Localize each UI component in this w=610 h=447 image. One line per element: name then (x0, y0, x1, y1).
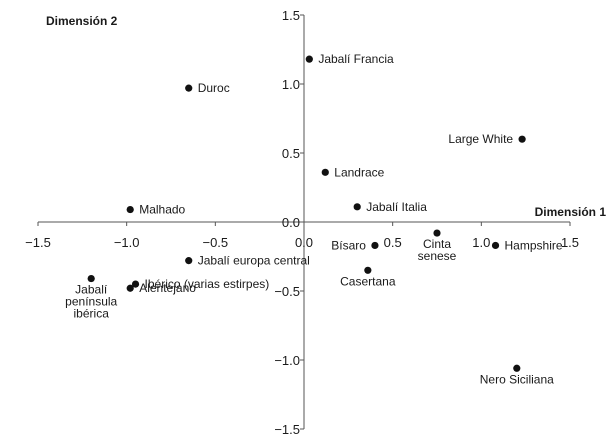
point-label-line: Hampshire (505, 238, 563, 252)
point-label-line: Ibérico (varias estirpes) (145, 277, 270, 291)
data-point (126, 205, 134, 214)
x-tick-label: 0.5 (384, 235, 402, 250)
y-tick-label: −1.5 (274, 422, 300, 437)
point-label-line: Large White (448, 132, 513, 146)
point-label: Duroc (198, 81, 230, 95)
point-label: Large White (448, 132, 513, 146)
point-label-line: ibérica (74, 307, 110, 321)
x-tick-label: 1.0 (472, 235, 490, 250)
x-axis-title: Dimensión 1 (535, 205, 607, 219)
point-label: Ibérico (varias estirpes) (145, 277, 270, 291)
point-label: Jabalí Francia (318, 52, 394, 66)
point-label-line: Malhado (139, 203, 185, 217)
point-label: Landrace (334, 165, 384, 179)
point-label-line: Jabalí Francia (318, 52, 394, 66)
x-tick-label: −1.0 (114, 235, 140, 250)
point-label-line: Jabalí Italia (366, 200, 427, 214)
data-point (353, 203, 361, 211)
y-tick-label: 0.0 (282, 215, 300, 230)
point-label: Jabalí Italia (366, 200, 427, 214)
point-label-line: Alentejano (139, 281, 196, 295)
x-tick-label: −0.5 (202, 235, 228, 250)
data-points (87, 55, 526, 372)
point-label-line: Bísaro (331, 238, 366, 252)
point-label: Cinta senese (418, 237, 457, 263)
y-tick-label: 1.0 (282, 77, 300, 92)
x-tick-label: −1.5 (25, 235, 51, 250)
axes (37, 14, 571, 430)
y-tick-label: −1.0 (274, 353, 300, 368)
point-label-line: Duroc (198, 81, 230, 95)
data-point (513, 364, 521, 372)
y-tick-label: 1.5 (282, 8, 300, 23)
point-label-line: Nero Siciliana (480, 372, 554, 386)
y-tick-label: 0.5 (282, 146, 300, 161)
point-label: Bísaro (331, 238, 366, 252)
data-point (491, 241, 500, 250)
data-point (518, 135, 526, 143)
y-axis-title: Dimensión 2 (46, 14, 118, 28)
data-point (433, 229, 441, 237)
point-label-line: Casertana (340, 274, 396, 288)
point-label-line: Cinta (423, 237, 451, 251)
data-point (321, 168, 329, 176)
data-point (131, 280, 140, 288)
data-point (364, 266, 372, 274)
data-point (87, 274, 95, 283)
data-point (305, 55, 313, 63)
point-label-line: península (65, 295, 117, 309)
x-tick-label: 0.0 (295, 235, 313, 250)
point-label: Alentejano (139, 281, 196, 295)
point-label-line: Jabalí europa central (198, 254, 310, 268)
point-label: Jabalí europa central (198, 254, 310, 268)
point-label: Jabalí península ibérica (65, 283, 117, 321)
data-point (185, 257, 193, 265)
point-label-line: Jabalí (75, 283, 108, 297)
x-tick-label: 1.5 (561, 235, 579, 250)
y-tick-labels: 1.5 1.0 0.5 0.0 −0.5 −1.0 −1.5 (274, 8, 300, 437)
data-point (185, 84, 193, 92)
point-label: Casertana (340, 274, 396, 288)
data-point (126, 284, 134, 292)
data-point (371, 241, 379, 250)
point-label-line: Landrace (334, 165, 384, 179)
point-label: Nero Siciliana (480, 372, 554, 386)
point-labels: Jabalí Francia Duroc Large White Landrace Ma… (65, 52, 563, 386)
x-tick-labels: −1.5 −1.0 −0.5 0.0 0.5 1.0 1.5 (25, 235, 579, 250)
point-label-line: senese (418, 249, 457, 263)
y-tick-label: −0.5 (274, 284, 300, 299)
point-label: Hampshire (505, 238, 563, 252)
point-label: Malhado (139, 203, 185, 217)
